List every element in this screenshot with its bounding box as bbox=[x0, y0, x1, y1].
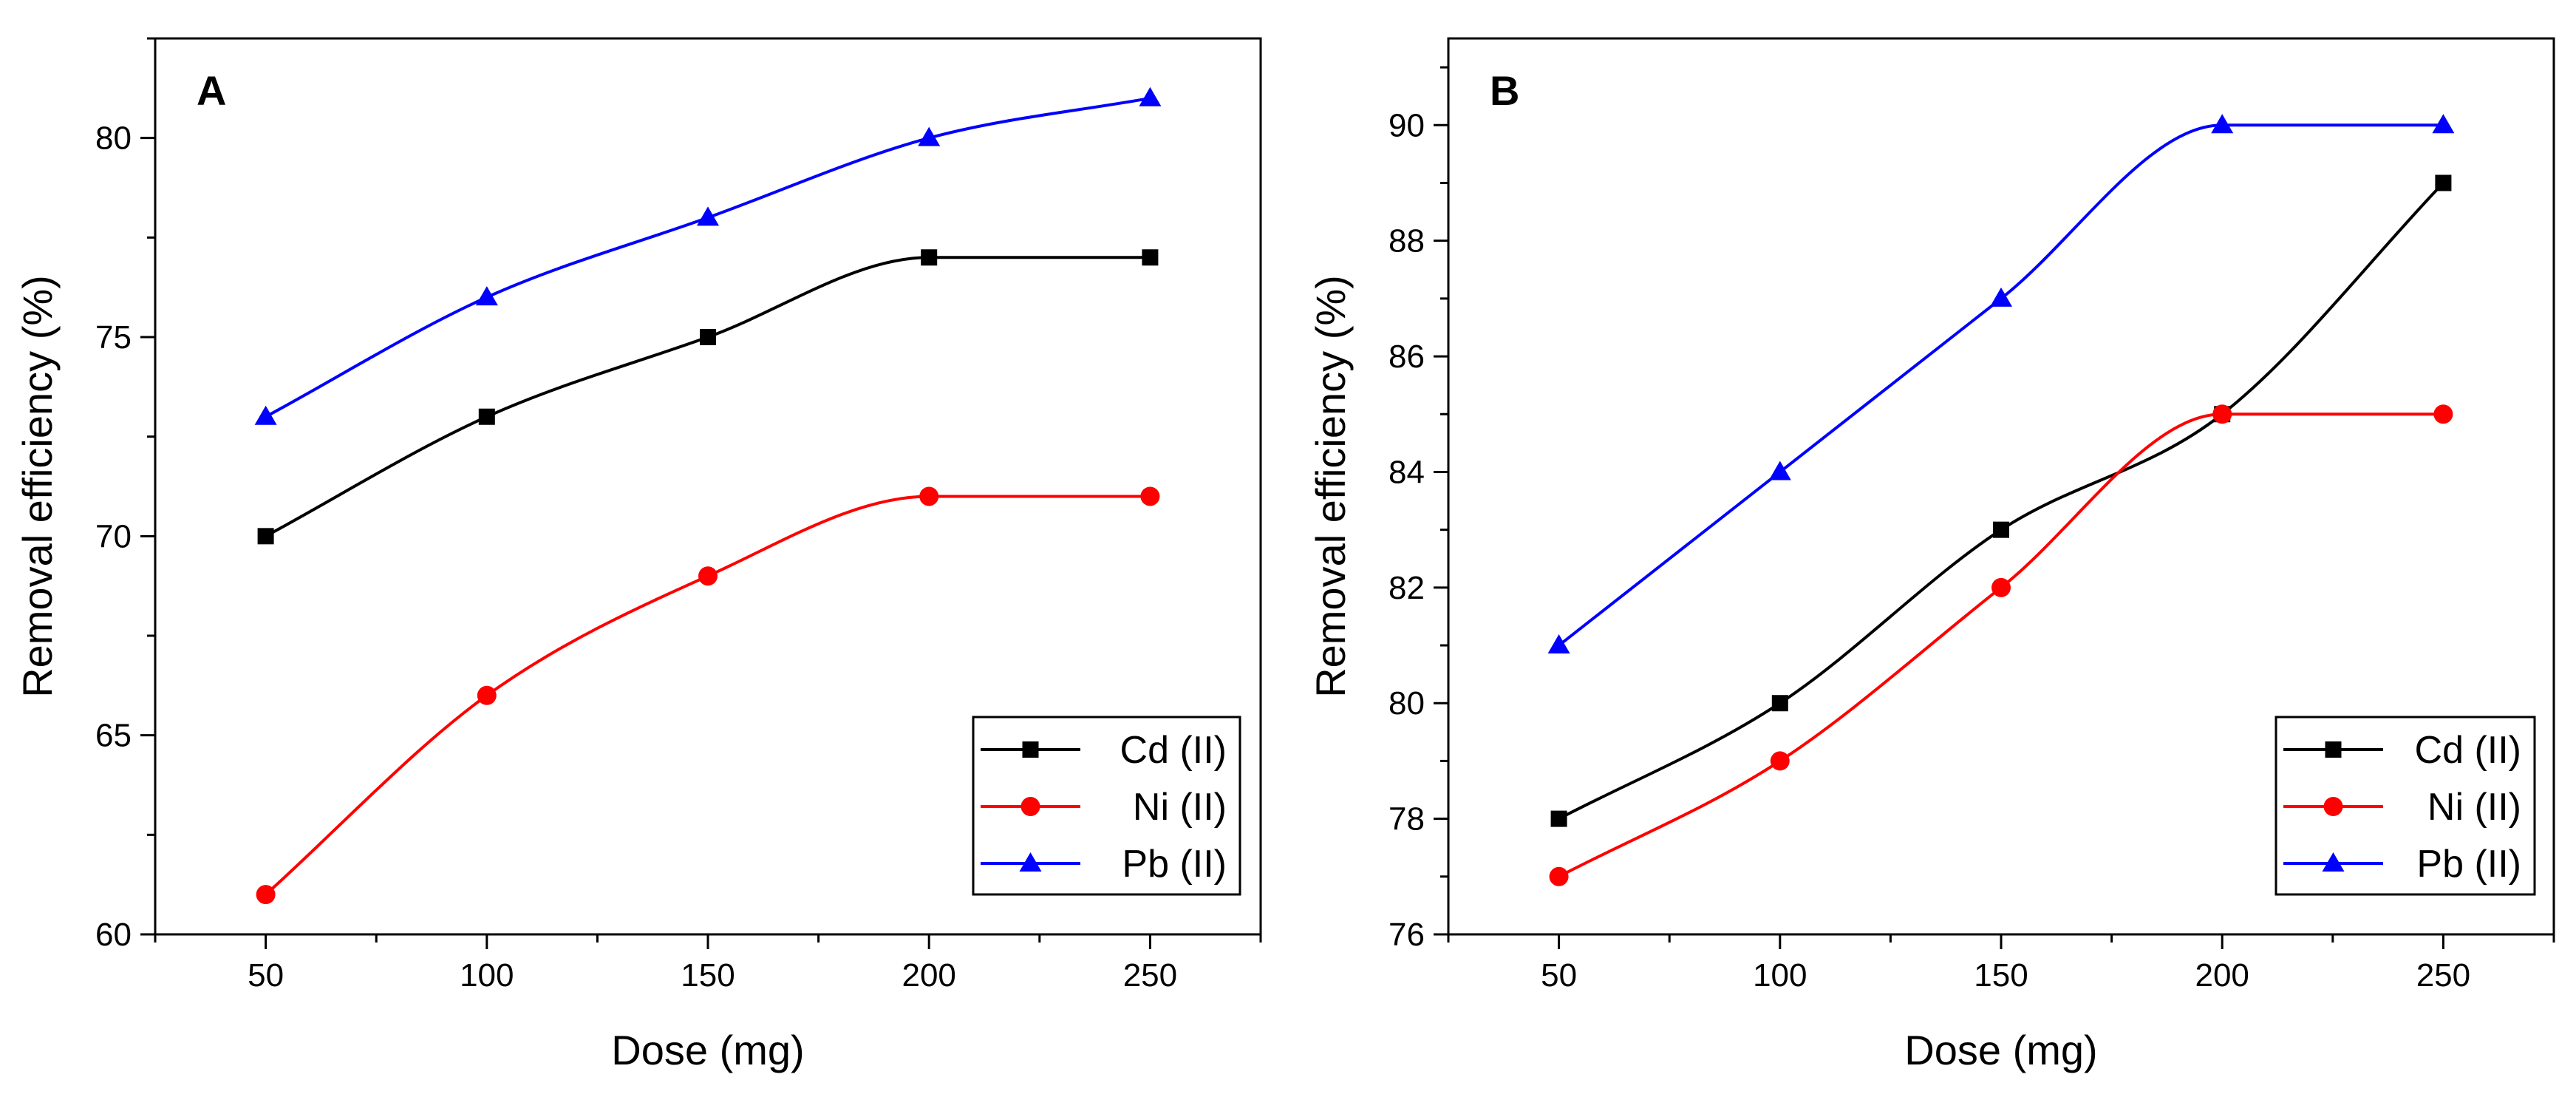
x-tick-label: 200 bbox=[902, 957, 955, 994]
legend-marker bbox=[1022, 741, 1039, 758]
data-point bbox=[256, 885, 276, 905]
data-point bbox=[697, 206, 719, 226]
legend: Cd (II) Ni (II) Pb (II) bbox=[972, 716, 1241, 896]
data-point bbox=[2433, 404, 2453, 424]
data-point bbox=[1547, 634, 1570, 654]
legend-marker bbox=[2325, 741, 2342, 758]
legend: Cd (II) Ni (II) Pb (II) bbox=[2275, 716, 2536, 896]
data-point bbox=[2435, 174, 2452, 191]
legend-entry-label: Ni (II) bbox=[2427, 786, 2521, 829]
legend-entry-label: Pb (II) bbox=[2416, 843, 2521, 886]
chart-panel-b: 50 100 150 200 250 76 78 80 82 84 86 88 90 Dose (mg) R… bbox=[1307, 37, 2555, 1073]
x-tick-label: 250 bbox=[1123, 957, 1177, 994]
data-point bbox=[475, 286, 498, 306]
series-pbii bbox=[254, 86, 1162, 425]
y-axis-label: Removal efficiency (%) bbox=[1307, 275, 1354, 698]
legend-marker bbox=[1020, 797, 1040, 816]
data-point bbox=[2212, 404, 2232, 424]
panel-label: A bbox=[197, 67, 226, 114]
x-tick-label: 150 bbox=[681, 957, 735, 994]
x-tick-label: 100 bbox=[460, 957, 514, 994]
series-line bbox=[1558, 123, 2444, 647]
legend-marker bbox=[2323, 797, 2343, 816]
x-axis-label: Dose (mg) bbox=[611, 1027, 804, 1073]
series-niii bbox=[256, 486, 1160, 905]
data-point bbox=[918, 126, 941, 146]
y-axis-label: Removal efficiency (%) bbox=[14, 275, 61, 698]
y-tick-label: 75 bbox=[95, 319, 132, 356]
data-point bbox=[919, 486, 939, 506]
legend-entry-label: Pb (II) bbox=[1122, 843, 1227, 886]
y-tick-label: 76 bbox=[1388, 917, 1425, 953]
data-point bbox=[1991, 577, 2011, 597]
x-tick-label: 250 bbox=[2416, 957, 2470, 994]
data-point bbox=[254, 405, 277, 425]
data-point bbox=[1142, 249, 1159, 266]
x-tick-label: 50 bbox=[248, 957, 284, 994]
y-tick-label: 90 bbox=[1388, 107, 1425, 143]
y-tick-label: 80 bbox=[95, 120, 132, 157]
y-tick-label: 78 bbox=[1388, 801, 1425, 838]
x-tick-label: 200 bbox=[2195, 957, 2249, 994]
series-niii bbox=[1549, 404, 2453, 886]
data-point bbox=[1768, 461, 1791, 480]
y-tick-label: 60 bbox=[95, 917, 132, 953]
data-point bbox=[2432, 114, 2455, 134]
data-point bbox=[2211, 114, 2234, 134]
y-tick-label: 80 bbox=[1388, 685, 1425, 721]
data-point bbox=[1993, 521, 2009, 538]
data-point bbox=[1770, 751, 1790, 771]
legend-entry-label: Cd (II) bbox=[2415, 729, 2521, 772]
y-tick-label: 65 bbox=[95, 718, 132, 754]
y-tick-label: 88 bbox=[1388, 223, 1425, 259]
panel-label: B bbox=[1490, 67, 1519, 114]
data-point bbox=[1139, 86, 1162, 106]
y-tick-label: 82 bbox=[1388, 570, 1425, 606]
data-point bbox=[1550, 810, 1567, 827]
data-point bbox=[1990, 287, 2012, 307]
legend-entry-label: Ni (II) bbox=[1133, 786, 1227, 829]
data-point bbox=[1771, 695, 1788, 712]
y-tick-label: 86 bbox=[1388, 339, 1425, 375]
chart-panel-a: 50 100 150 200 250 60 65 70 75 80 Dose (mg) Removal… bbox=[14, 37, 1262, 1073]
y-tick-label: 70 bbox=[95, 518, 132, 554]
data-point bbox=[1549, 866, 1569, 886]
x-axis-label: Dose (mg) bbox=[1904, 1027, 2097, 1073]
series-line bbox=[265, 256, 1151, 538]
y-tick-label: 84 bbox=[1388, 454, 1425, 490]
series-pbii bbox=[1547, 114, 2455, 654]
data-point bbox=[478, 408, 495, 425]
x-tick-label: 50 bbox=[1541, 957, 1577, 994]
data-point bbox=[698, 566, 718, 586]
data-point bbox=[1140, 486, 1160, 506]
legend-marker bbox=[2322, 852, 2345, 872]
data-point bbox=[477, 685, 497, 705]
x-tick-label: 100 bbox=[1753, 957, 1807, 994]
data-point bbox=[921, 249, 938, 266]
x-tick-label: 150 bbox=[1974, 957, 2028, 994]
legend-marker bbox=[1019, 852, 1042, 872]
data-point bbox=[700, 329, 716, 345]
data-point bbox=[257, 528, 274, 545]
series-cdii bbox=[257, 249, 1159, 545]
legend-entry-label: Cd (II) bbox=[1120, 729, 1227, 772]
